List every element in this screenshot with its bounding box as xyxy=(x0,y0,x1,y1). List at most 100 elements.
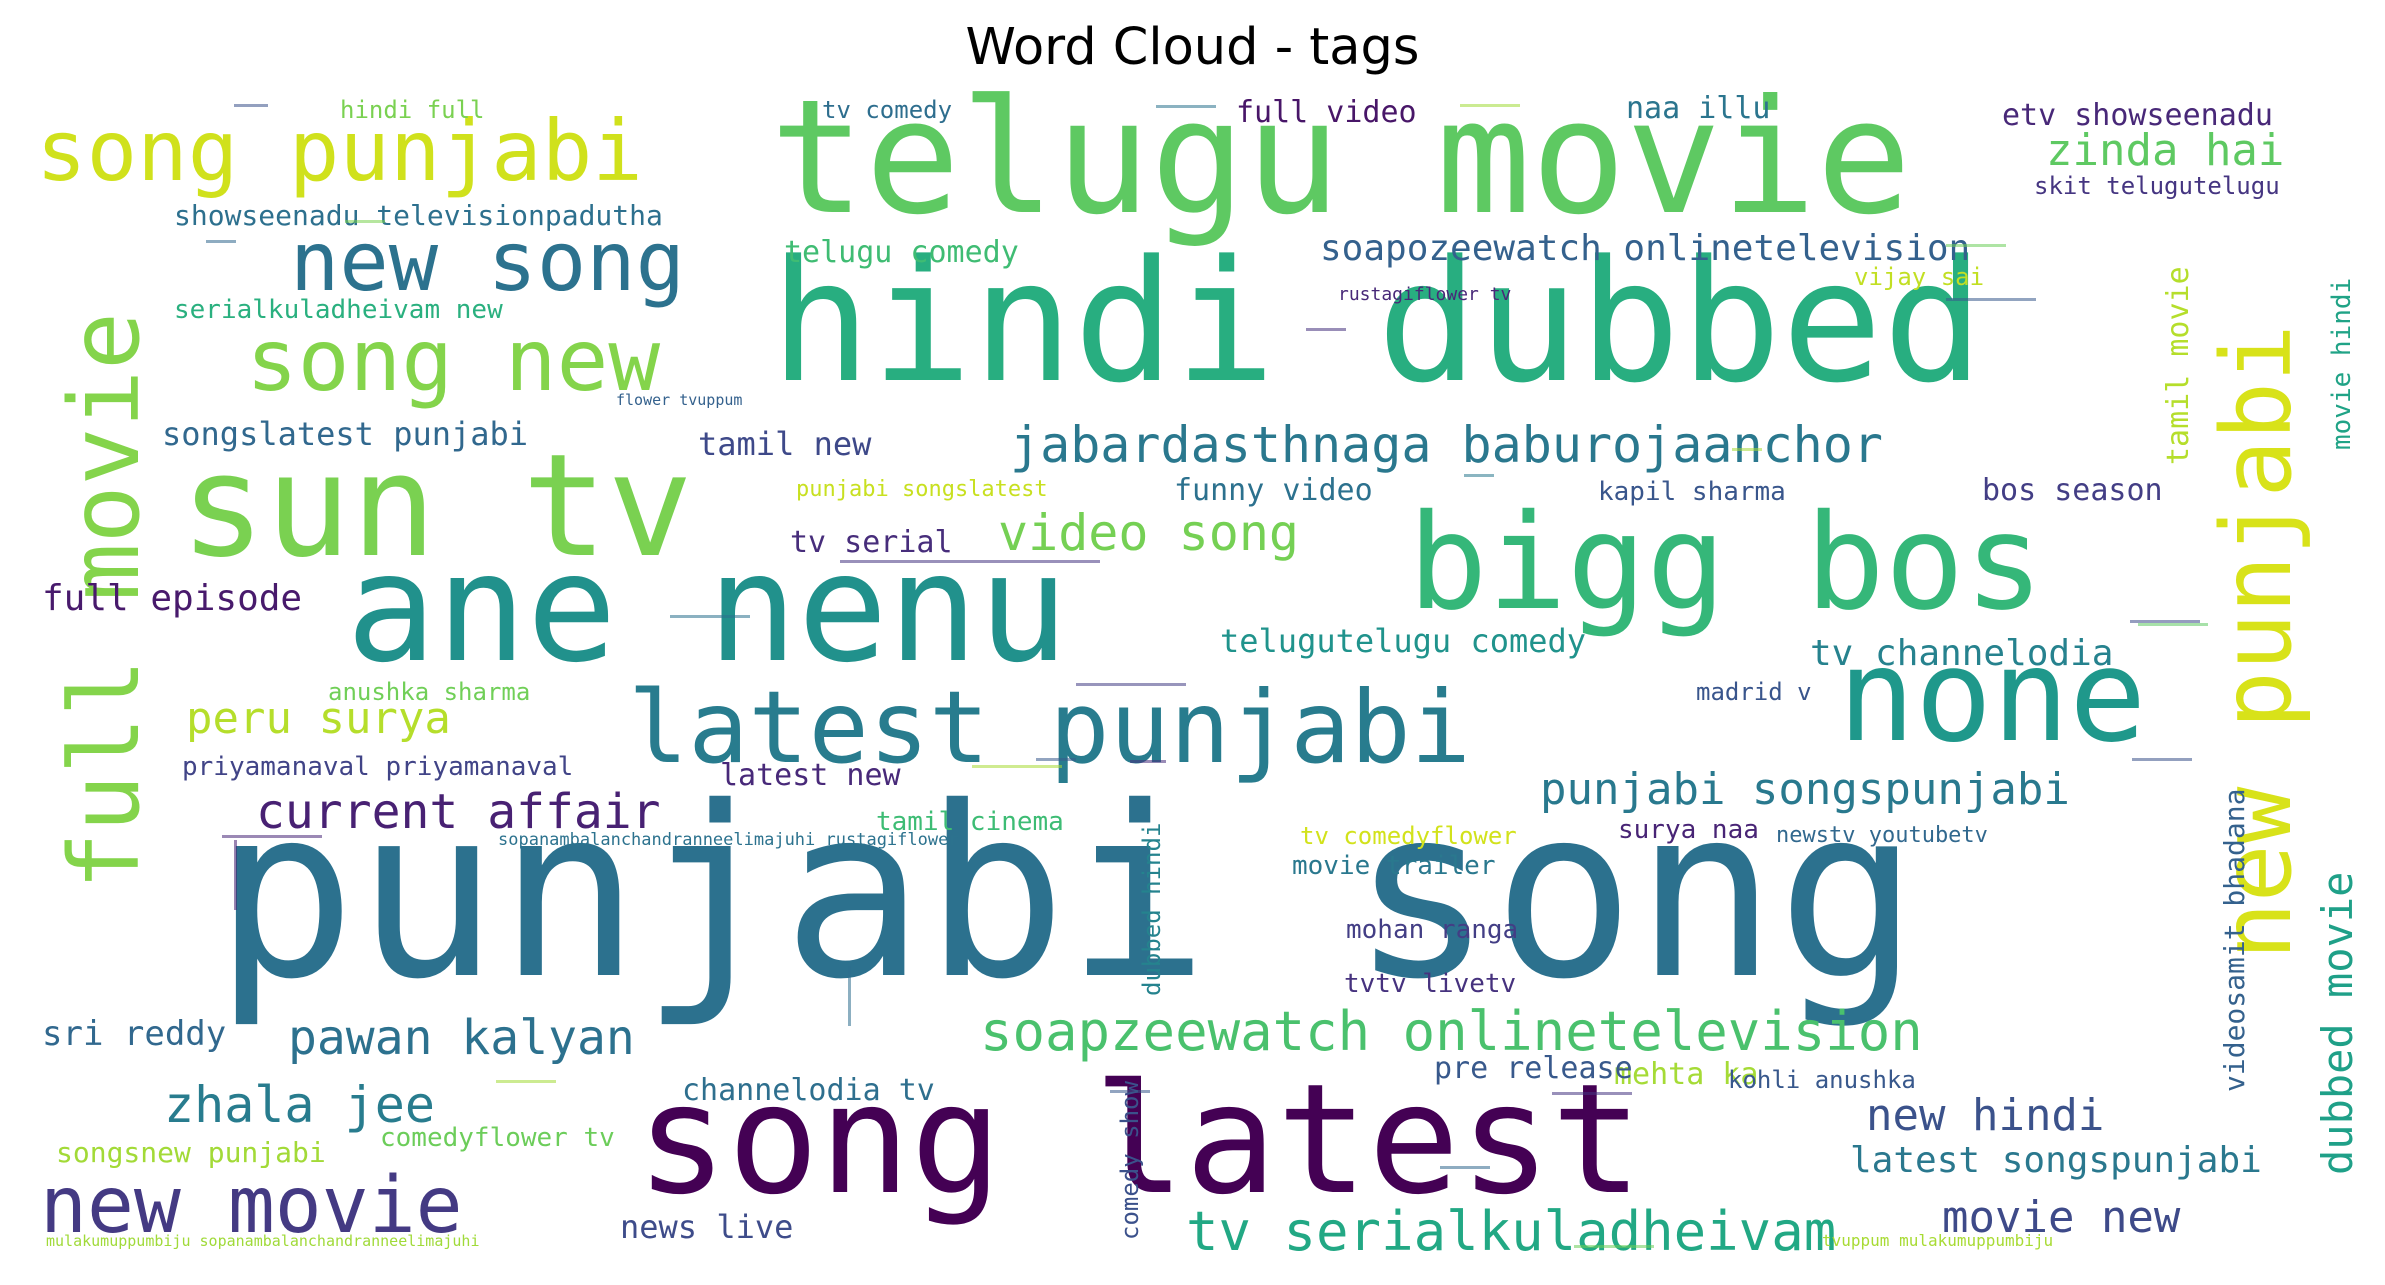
word-kapil-sharma: kapil sharma xyxy=(1598,477,1786,507)
word-vijay-sai: vijay sai xyxy=(1854,263,1984,291)
tiny-word-speck xyxy=(1306,328,1346,331)
word-kohli-anushka: kohli anushka xyxy=(1728,1066,1916,1094)
tiny-word-speck xyxy=(2130,620,2200,623)
word-hindi-dubbed: hindi dubbed xyxy=(770,224,1984,420)
word-latest-new: latest new xyxy=(720,758,902,793)
tiny-word-speck xyxy=(2138,623,2208,626)
word-punjabi-song: punjabi song xyxy=(214,756,1919,1031)
tiny-word-speck xyxy=(670,615,750,618)
word-comedyflower-tv: comedyflower tv xyxy=(380,1123,615,1153)
word-full-movie: full movie xyxy=(49,312,161,890)
word-anushka-sharma: anushka sharma xyxy=(328,678,530,706)
word-mohan-ranga: mohan ranga xyxy=(1346,915,1518,945)
word-videosamit-bhadana: videosamit bhadana xyxy=(2218,789,2251,1092)
word-dubbed-movie: dubbed movie xyxy=(2313,872,2362,1175)
tiny-word-speck xyxy=(206,240,236,243)
word-tamil-cinema: tamil cinema xyxy=(876,807,1064,837)
chart-title: Word Cloud - tags xyxy=(965,18,1420,77)
word-movie-trailer: movie trailer xyxy=(1292,851,1496,881)
word-funny-video: funny video xyxy=(1174,473,1373,508)
word-tv-comedy: tv comedy xyxy=(822,96,952,124)
word-soapozeewatch-onlinetelevision: soapozeewatch onlinetelevision xyxy=(1320,228,1970,269)
word-dubbed-hindi: dubbed hindi xyxy=(1138,823,1166,996)
word-song-latest: song latest xyxy=(636,1051,1643,1228)
word-tv-serialkuladheivam: tv serialkuladheivam xyxy=(1186,1200,1836,1263)
word-sopanambalanchandranneelimajuhi-rustagiflower: sopanambalanchandranneelimajuhi rustagif… xyxy=(498,830,959,850)
word-pre-release: pre release xyxy=(1434,1051,1633,1086)
word-punjabi-songslatest: punjabi songslatest xyxy=(796,477,1048,502)
word-latest-songspunjabi: latest songspunjabi xyxy=(1850,1140,2262,1181)
word-soapzeewatch-onlinetelevision: soapzeewatch onlinetelevision xyxy=(980,1000,1923,1063)
word-telugutelugu-comedy: telugutelugu comedy xyxy=(1220,622,1586,660)
word-none: none xyxy=(1838,622,2146,771)
tiny-word-speck xyxy=(1460,104,1520,107)
word-tamil-new: tamil new xyxy=(698,425,872,463)
word-showseenadu-televisionpadutha: showseenadu televisionpadutha xyxy=(174,199,663,232)
tiny-word-speck xyxy=(1464,474,1494,477)
tiny-word-speck xyxy=(1440,1166,1490,1169)
tiny-word-speck xyxy=(1110,1090,1150,1093)
word-peru-surya: peru surya xyxy=(186,693,451,744)
word-current-affair: current affair xyxy=(256,784,661,840)
tiny-word-speck xyxy=(1946,244,2006,247)
tiny-word-speck xyxy=(2132,758,2192,761)
word-movie-new: movie new xyxy=(1942,1192,2181,1243)
word-priyamanaval-priyamanaval: priyamanaval priyamanaval xyxy=(182,752,573,782)
tiny-word-speck xyxy=(972,765,1062,768)
word-bos-season: bos season xyxy=(1982,473,2163,508)
word-tamil-movie: tamil movie xyxy=(2161,266,2196,465)
tiny-word-speck xyxy=(1156,105,1216,108)
word-bigg-bos: bigg bos xyxy=(1408,486,2044,640)
tiny-word-speck xyxy=(840,560,1100,563)
word-new-punjabi: new punjabi xyxy=(2201,324,2313,960)
word-tvuppum-mulakumuppumbiju: tvuppum mulakumuppumbiju xyxy=(1822,1231,2053,1250)
word-new-song: new song xyxy=(290,215,685,310)
word-zhala-jee: zhala jee xyxy=(164,1076,435,1134)
word-telugu-comedy: telugu comedy xyxy=(784,235,1019,270)
tiny-word-speck xyxy=(1036,758,1076,761)
word-video-song: video song xyxy=(998,504,1299,562)
word-movie-hindi: movie hindi xyxy=(2327,278,2357,450)
word-telugu-movie: telugu movie xyxy=(770,66,1912,250)
tiny-word-speck xyxy=(848,966,851,1026)
word-zinda-hai: zinda hai xyxy=(2046,125,2284,176)
word-etv-showseenadu: etv showseenadu xyxy=(2002,98,2273,133)
word-sri-reddy: sri reddy xyxy=(42,1014,226,1054)
word-madrid-v: madrid v xyxy=(1696,678,1812,706)
word-full-video: full video xyxy=(1236,95,1417,130)
word-naa-illu: naa illu xyxy=(1626,91,1771,126)
tiny-word-speck xyxy=(234,104,268,107)
word-skit-telugutelugu: skit telugutelugu xyxy=(2034,172,2280,200)
tiny-word-speck xyxy=(1076,683,1186,686)
word-surya-naa: surya naa xyxy=(1618,815,1759,845)
word-news-live: news live xyxy=(620,1208,793,1246)
tiny-word-speck xyxy=(1574,1245,1654,1248)
word-pawan-kalyan: pawan kalyan xyxy=(288,1010,635,1066)
tiny-word-speck xyxy=(345,220,385,223)
word-comedy-show: comedy show xyxy=(1116,1081,1144,1240)
word-tv-comedyflower: tv comedyflower xyxy=(1300,822,1517,850)
word-channelodia-tv: channelodia tv xyxy=(682,1073,935,1108)
tiny-word-speck xyxy=(1732,448,1762,451)
word-ane-nenu: ane nenu xyxy=(346,522,1068,696)
word-hindi-full: hindi full xyxy=(340,96,485,124)
tiny-word-speck xyxy=(234,840,237,910)
word-new-hindi: new hindi xyxy=(1866,1090,2104,1141)
tiny-word-speck xyxy=(222,835,322,838)
word-songslatest-punjabi: songslatest punjabi xyxy=(162,415,528,453)
tiny-word-speck xyxy=(1946,298,2036,301)
tiny-word-speck xyxy=(1552,1092,1632,1095)
word-new-movie: new movie xyxy=(40,1161,463,1251)
word-tv-channelodia: tv channelodia xyxy=(1810,633,2113,674)
word-newstv-youtubetv: newstv youtubetv xyxy=(1776,823,1988,848)
tiny-word-speck xyxy=(1130,760,1166,763)
word-sun-tv: sun tv xyxy=(180,424,693,589)
word-rustagiflower-tv: rustagiflower tv xyxy=(1338,284,1511,305)
word-serialkuladheivam-new: serialkuladheivam new xyxy=(174,295,503,325)
word-mulakumuppumbiju-sopanambalanchandranneelimajuhi: mulakumuppumbiju sopanambalanchandrannee… xyxy=(46,1232,479,1250)
word-mehta-ka: mehta ka xyxy=(1614,1057,1759,1092)
word-song-punjabi: song punjabi xyxy=(36,102,643,200)
word-tvtv-livetv: tvtv livetv xyxy=(1344,969,1516,999)
word-song-new: song new xyxy=(246,311,660,411)
word-full-episode: full episode xyxy=(42,578,302,619)
